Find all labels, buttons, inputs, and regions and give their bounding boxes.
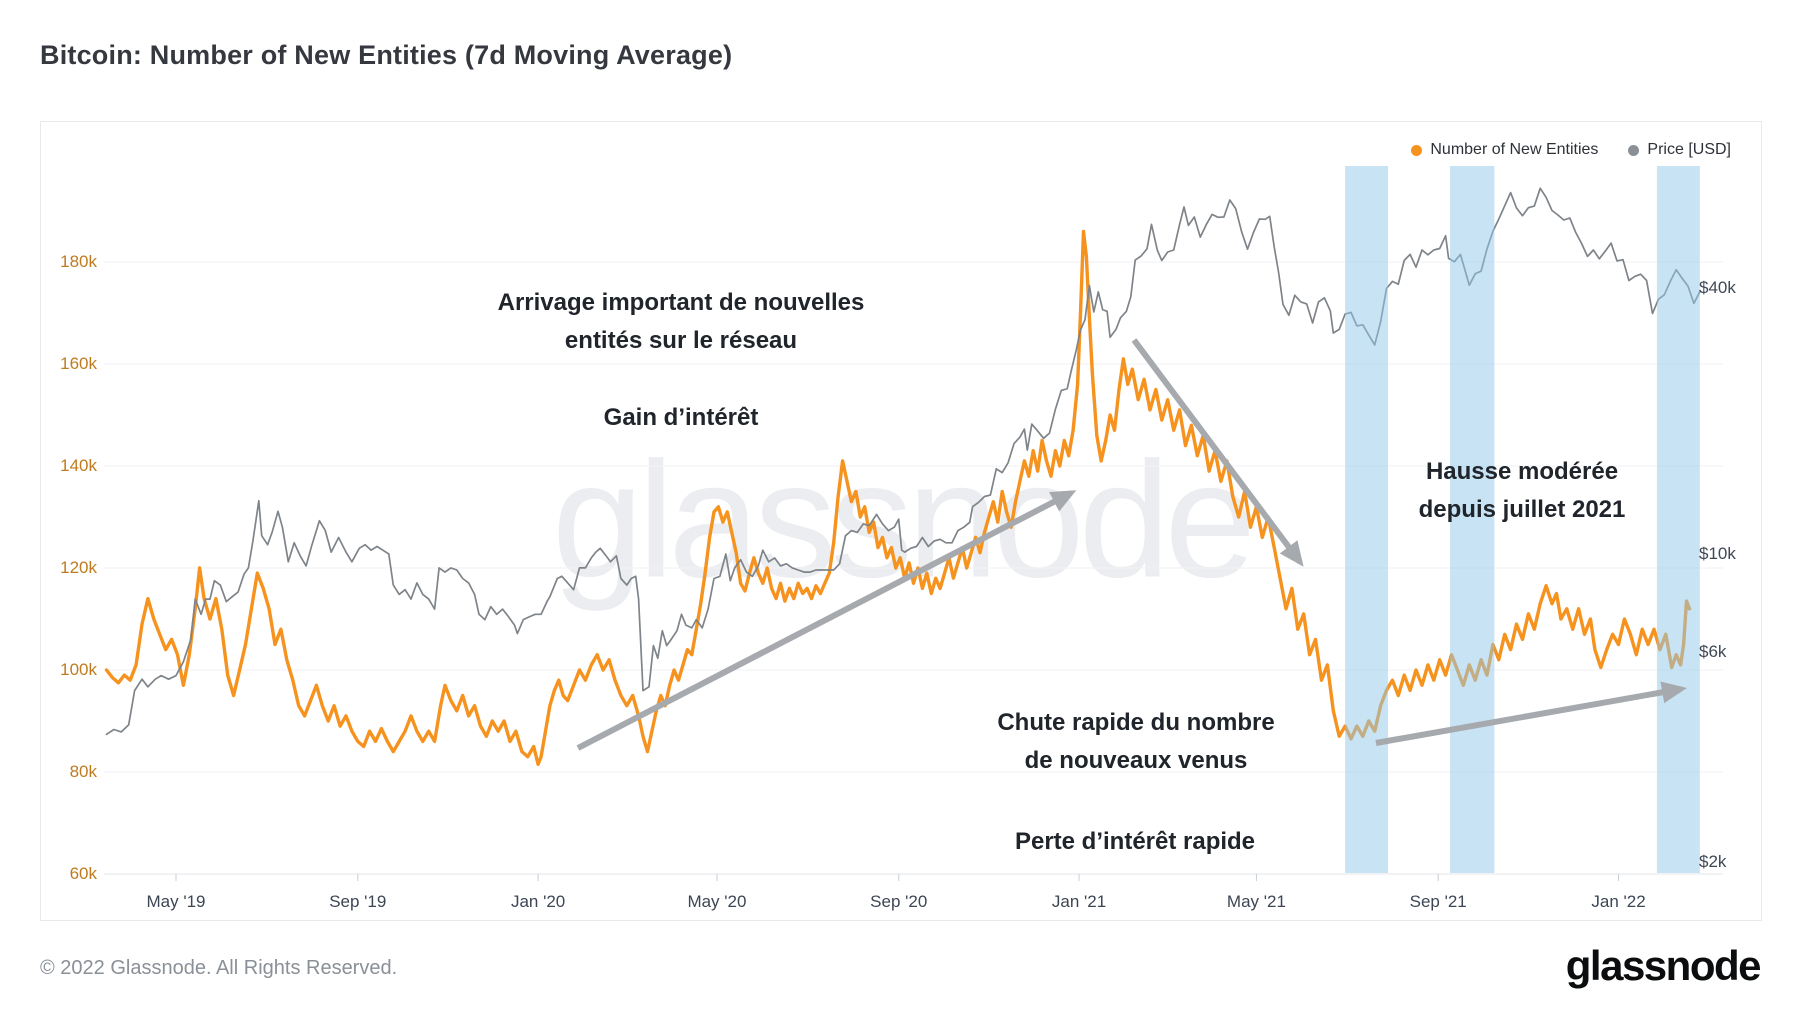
- glassnode-logo: glassnode: [1565, 942, 1762, 989]
- chart-card: glassnode 180k 160k 140k 120k 100k 80k 60k $40…: [40, 121, 1762, 921]
- trend-arrow: [576, 490, 1077, 751]
- trend-arrow: [1375, 681, 1687, 746]
- copyright-text: © 2022 Glassnode. All Rights Reserved.: [40, 957, 398, 979]
- trend-arrow: [1131, 338, 1304, 567]
- entities-line: [104, 229, 1692, 766]
- highlight-band: [1656, 166, 1700, 873]
- legend-item-price[interactable]: Price [USD]: [1628, 141, 1731, 159]
- chart-canvas[interactable]: [41, 122, 1761, 920]
- legend: Number of New Entities Price [USD]: [1411, 141, 1731, 159]
- page-title: Bitcoin: Number of New Entities (7d Movi…: [40, 40, 733, 70]
- highlight-band: [1345, 166, 1388, 873]
- highlight-band: [1450, 166, 1495, 873]
- price-line: [105, 187, 1701, 736]
- legend-item-entities[interactable]: Number of New Entities: [1411, 141, 1598, 159]
- entities-series-dot-icon: [1411, 144, 1423, 156]
- price-series-dot-icon: [1628, 144, 1640, 156]
- legend-label-price: Price [USD]: [1647, 141, 1731, 158]
- legend-label-entities: Number of New Entities: [1430, 141, 1599, 158]
